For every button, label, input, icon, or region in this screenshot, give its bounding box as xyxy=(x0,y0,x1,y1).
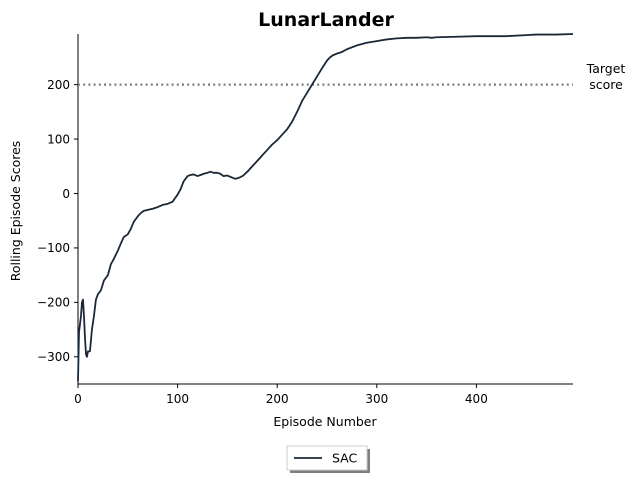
x-tick-label: 0 xyxy=(74,392,82,406)
target-score-label-line2: score xyxy=(589,77,623,92)
y-ticks: −300 −200 −100 0 100 200 xyxy=(37,78,78,364)
x-tick-label: 100 xyxy=(166,392,189,406)
y-tick-label: −300 xyxy=(37,350,70,364)
series-line-sac xyxy=(77,33,574,382)
legend: SAC xyxy=(286,445,370,473)
legend-label-sac: SAC xyxy=(332,451,357,466)
y-tick-label: 200 xyxy=(47,78,70,92)
chart-title: LunarLander xyxy=(258,9,394,31)
y-axis-label: Rolling Episode Scores xyxy=(8,141,23,282)
y-tick-label: −100 xyxy=(37,241,70,255)
x-tick-label: 300 xyxy=(365,392,388,406)
x-axis-label: Episode Number xyxy=(273,414,377,429)
x-tick-label: 400 xyxy=(465,392,488,406)
x-tick-label: 200 xyxy=(266,392,289,406)
target-score-label-line1: Target xyxy=(586,61,626,76)
y-tick-label: 0 xyxy=(62,187,70,201)
y-tick-label: −200 xyxy=(37,296,70,310)
y-tick-label: 100 xyxy=(47,132,70,146)
axes-spines xyxy=(77,34,573,385)
x-ticks: 0 100 200 300 400 xyxy=(74,384,488,406)
